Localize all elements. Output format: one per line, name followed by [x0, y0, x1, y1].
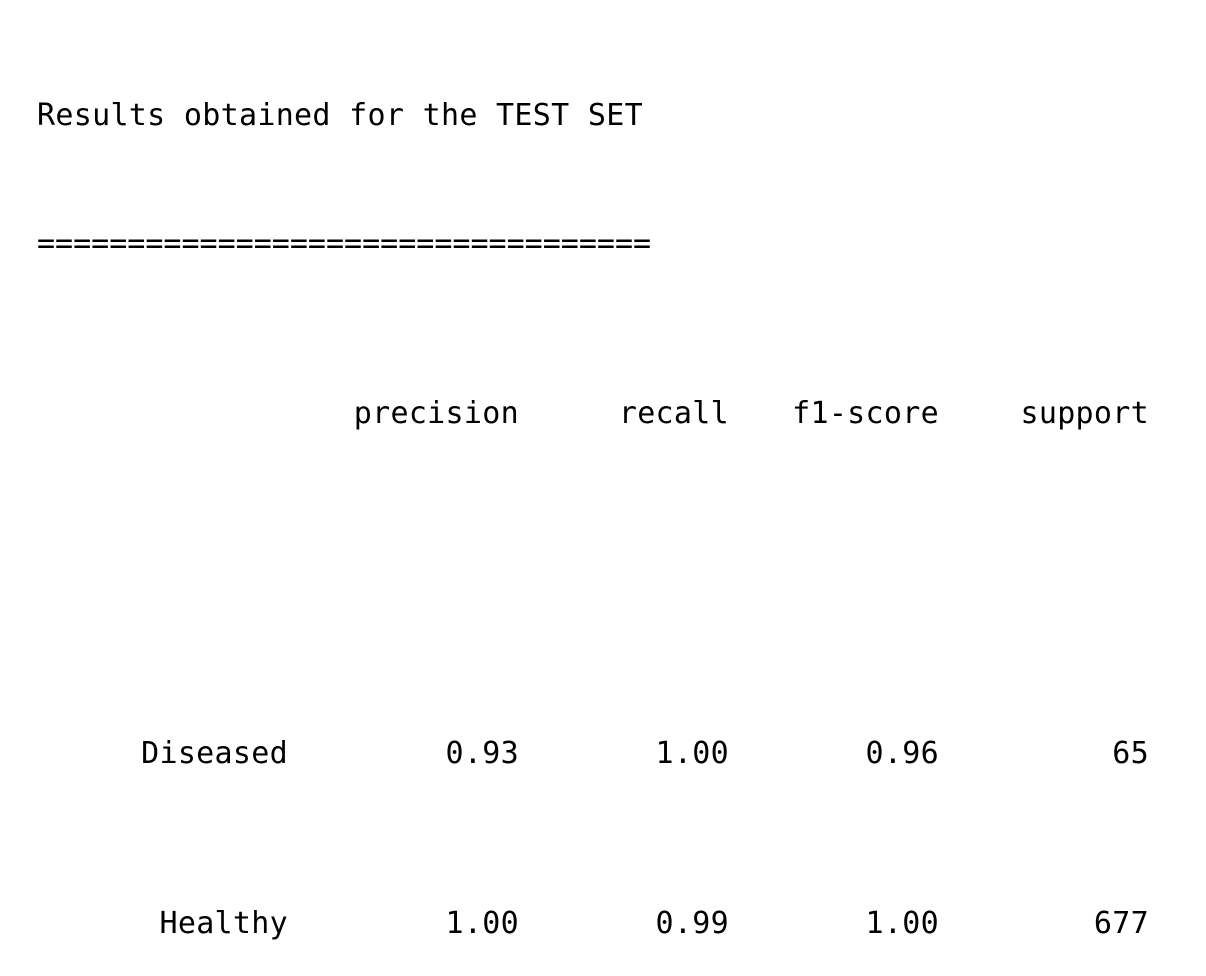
classification-report-output: Results obtained for the TEST SET ======… [37, 10, 1149, 976]
row-precision: 1.00 [445, 905, 519, 941]
header-precision: precision [353, 395, 519, 431]
report-title: Results obtained for the TEST SET [37, 98, 643, 133]
header-recall: recall [618, 395, 729, 431]
row-f1-score: 1.00 [865, 905, 939, 941]
separator-line: ================================== [37, 225, 652, 261]
row-label: Diseased [141, 735, 288, 771]
row-support: 65 [1112, 735, 1149, 771]
header-support: support [1020, 395, 1149, 431]
table-row-diseased: Diseased 0.93 1.00 0.96 65 [37, 733, 1149, 776]
row-support: 677 [1093, 905, 1149, 941]
header-row: precision recall f1-score support [37, 393, 1149, 436]
row-precision: 0.93 [445, 735, 519, 771]
row-recall: 1.00 [655, 735, 729, 771]
header-f1-score: f1-score [792, 395, 939, 431]
blank-line [37, 563, 1149, 606]
table-row-healthy: Healthy 1.00 0.99 1.00 677 [37, 903, 1149, 946]
row-f1-score: 0.96 [865, 735, 939, 771]
row-recall: 0.99 [655, 905, 729, 941]
row-label: Healthy [159, 905, 288, 941]
